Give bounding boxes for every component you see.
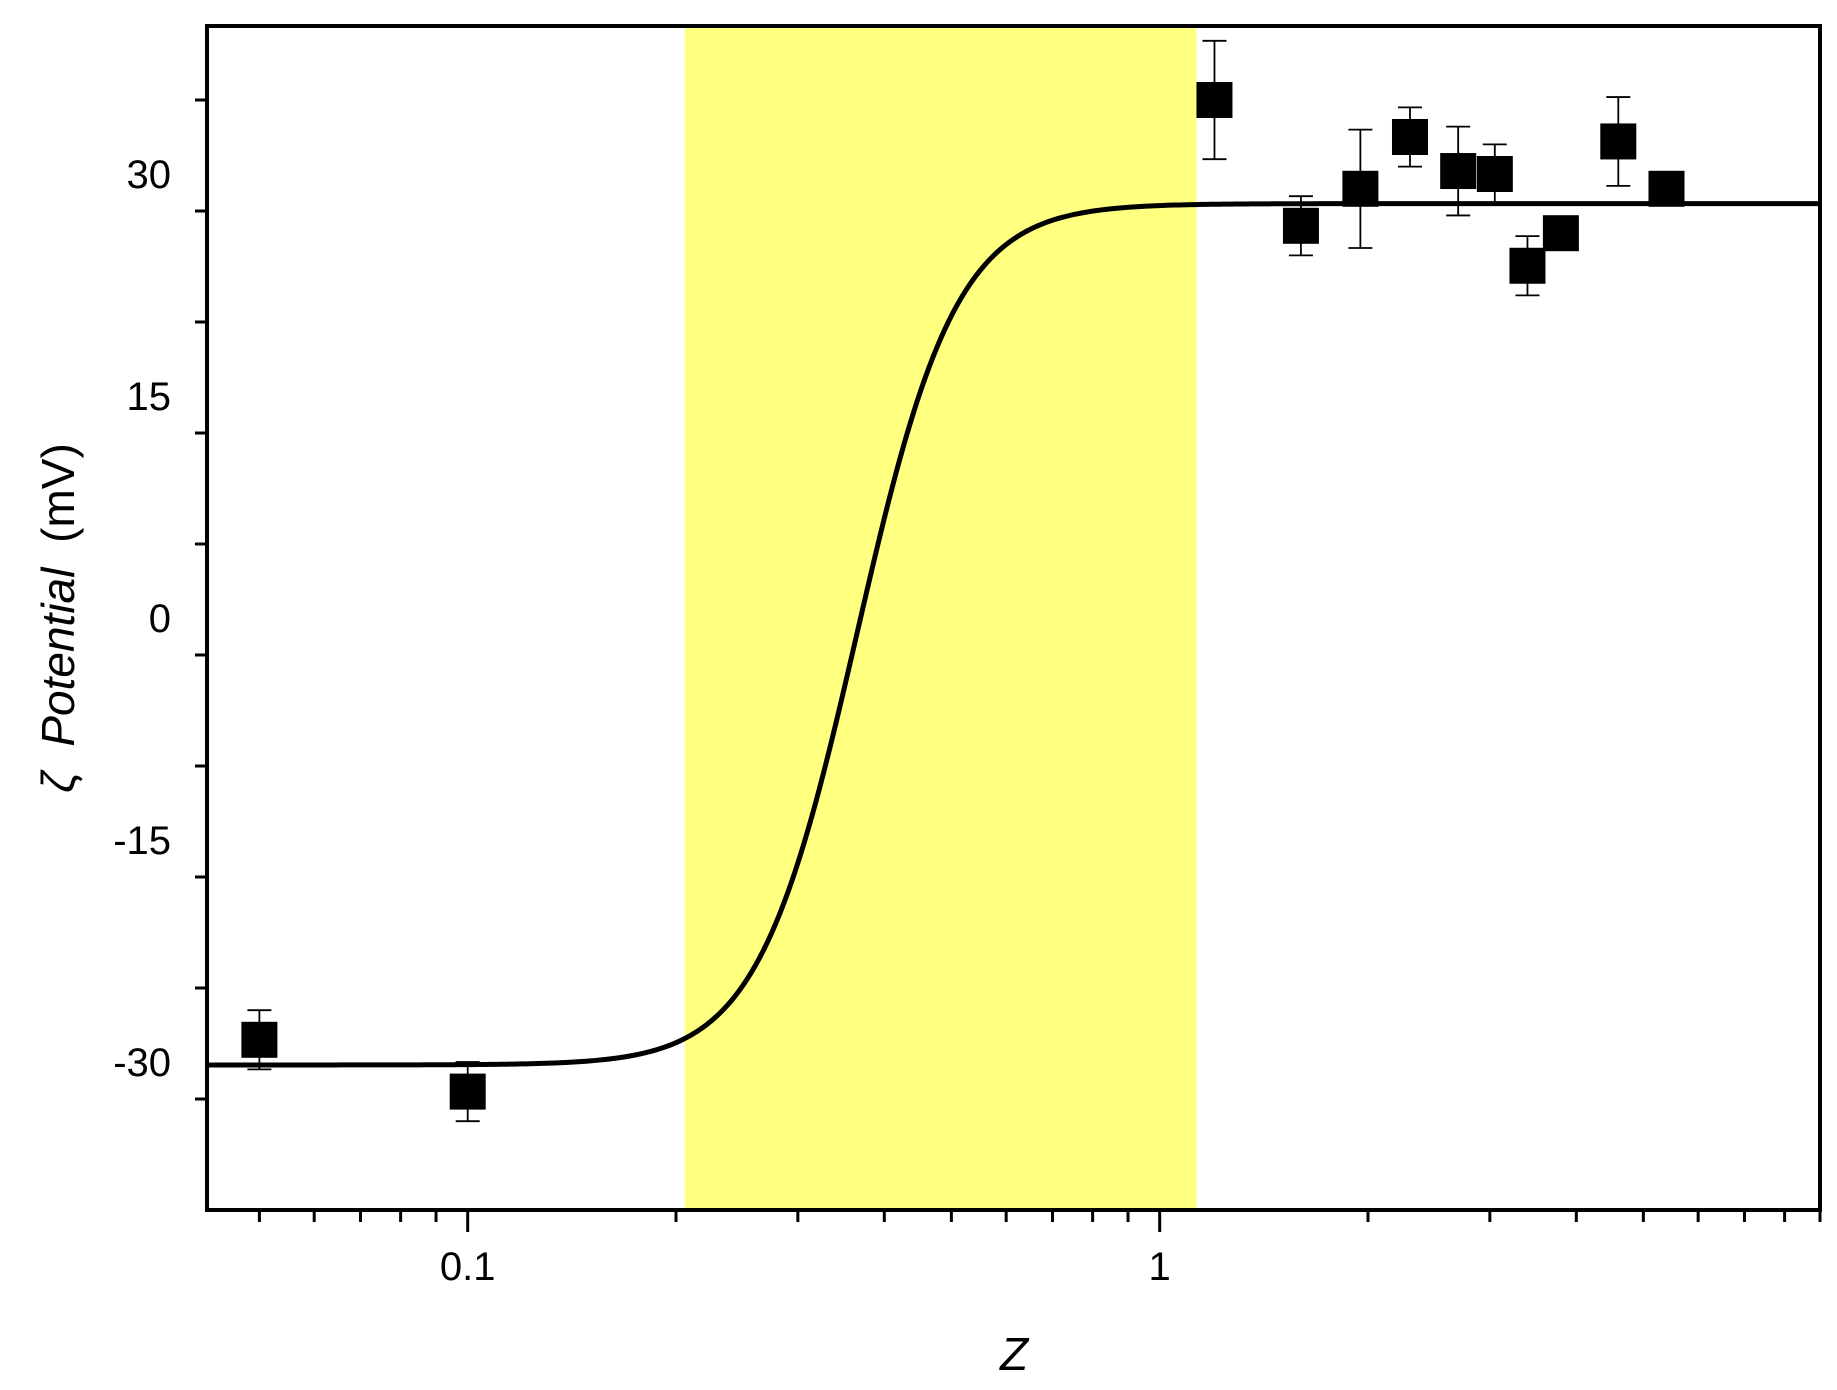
data-point	[1282, 207, 1319, 244]
y-tick-label: -30	[113, 1041, 171, 1085]
data-point	[1476, 156, 1513, 192]
fit-curve-layer	[207, 201, 1820, 1068]
data-point	[1542, 215, 1579, 252]
data-point	[1648, 170, 1685, 207]
y-tick-label: -15	[113, 819, 171, 863]
y-axis-title-symbol: ζ	[32, 769, 84, 793]
y-axis-title: ζ Potential (mV)	[32, 443, 84, 793]
data-point	[1600, 123, 1637, 160]
shaded-region-layer	[684, 26, 1197, 1210]
data-points-layer	[241, 39, 1685, 1123]
y-tick-label: 15	[127, 375, 172, 419]
x-tick-label: 0.1	[440, 1245, 496, 1289]
plot-frame	[205, 24, 1822, 1212]
data-point	[1440, 153, 1477, 190]
y-tick-label: 0	[149, 597, 171, 641]
y-axis-title-italic: Potential	[32, 566, 84, 747]
data-point	[241, 1021, 278, 1058]
x-axis-title: Z	[999, 1328, 1030, 1380]
tick-labels-layer: -30 -15 0 15 30 0.1 1	[113, 153, 1171, 1289]
fit-curve-line	[207, 201, 1820, 1068]
data-point	[449, 1073, 486, 1110]
data-point	[1509, 247, 1546, 284]
data-point	[1342, 170, 1379, 207]
y-tick-label: 30	[127, 153, 172, 197]
data-point	[1391, 119, 1428, 155]
y-axis-title-unit: (mV)	[32, 443, 84, 543]
data-point	[1196, 82, 1233, 118]
x-tick-label: 1	[1149, 1245, 1171, 1289]
axes-layer	[195, 24, 1822, 1232]
shaded-region	[684, 26, 1197, 1210]
